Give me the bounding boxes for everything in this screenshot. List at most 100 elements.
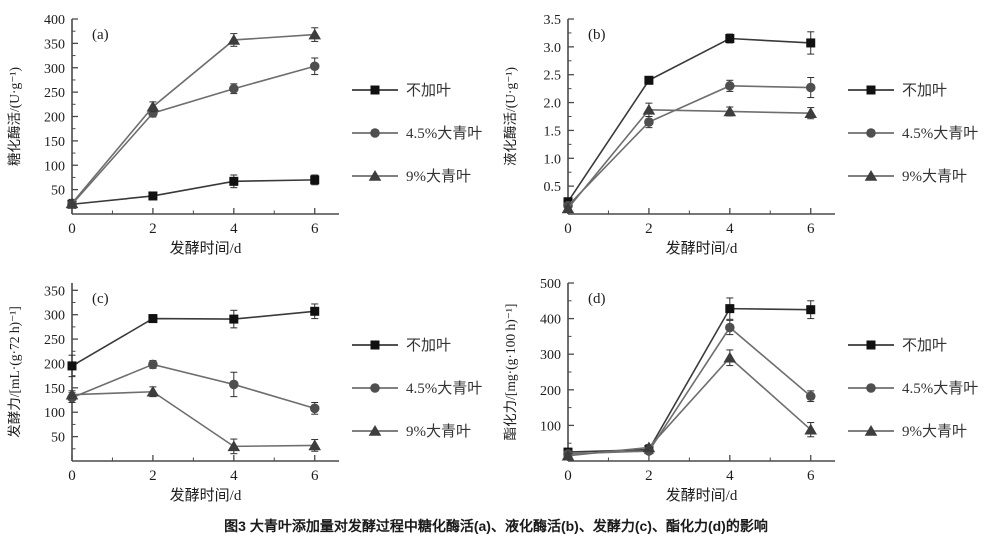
circle-marker-icon: [352, 382, 398, 393]
data-point-marker: [806, 304, 816, 314]
series-circle: [67, 57, 320, 210]
legend-item: 不加叶: [351, 334, 493, 355]
series-line: [567, 85, 811, 207]
panel-label: (a): [92, 27, 109, 43]
x-axis-title: 发酵时间/d: [666, 240, 738, 257]
y-axis-title: 发酵力/[mL·(g·72 h)⁻¹]: [7, 306, 22, 438]
data-point-marker: [146, 100, 160, 112]
data-point-marker: [805, 82, 816, 93]
data-point-marker: [309, 61, 320, 72]
series-line: [567, 109, 811, 209]
y-tick-label: 200: [540, 383, 561, 398]
y-tick-label: 200: [44, 357, 65, 372]
chart-c: 50 100 150 200 250 300 350 0 2 4 6 (c) 发酵力/[mL·(g·72…: [7, 282, 339, 504]
square-marker-icon: [866, 340, 876, 349]
y-tick-label: 3.5: [544, 13, 562, 28]
legend-label: 4.5%大青叶: [406, 126, 483, 142]
legend-item: 不加叶: [847, 334, 989, 355]
data-point-marker: [725, 34, 735, 43]
y-tick-label: 400: [540, 312, 561, 327]
square-marker-icon: [848, 85, 894, 94]
legend-item: 9%大青叶: [847, 420, 989, 441]
data-point-marker: [561, 449, 575, 460]
panel-label: (c): [92, 291, 109, 307]
triangle-marker-icon: [352, 424, 398, 436]
legend-label: 9%大青叶: [406, 424, 471, 440]
data-point-marker: [65, 388, 79, 399]
x-tick-label: 6: [807, 468, 815, 484]
y-axis-title: 液化酶活/(U·g⁻¹): [503, 67, 518, 166]
legend-item: 不加叶: [351, 79, 493, 100]
data-point-marker: [723, 351, 737, 363]
x-tick-label: 4: [726, 221, 734, 237]
legend-label: 不加叶: [902, 338, 948, 354]
legend-item: 4.5%大青叶: [351, 377, 493, 398]
triangle-marker-icon: [864, 424, 878, 436]
y-axis-title: 糖化酶活/(U·g⁻¹): [7, 67, 22, 166]
panel-b: 0.5 1.0 1.5 2.0 2.5 3.0 3.5 0 2 4 6 (b) 液化酶活/(U·g⁻¹)…: [496, 0, 992, 265]
series-circle: [563, 77, 816, 211]
series-square: [67, 302, 320, 377]
series-square: [67, 174, 320, 209]
square-marker-icon: [370, 340, 380, 349]
data-point-marker: [148, 313, 158, 323]
square-marker-icon: [370, 85, 380, 94]
series-line: [71, 390, 315, 447]
data-point-marker: [308, 28, 322, 40]
circle-marker-icon: [866, 382, 876, 393]
x-tick-label: 0: [564, 468, 572, 484]
data-point-marker: [725, 322, 735, 332]
y-tick-label: 350: [44, 37, 65, 52]
data-point-marker: [229, 176, 239, 186]
data-point-marker: [725, 303, 735, 313]
x-axis-title: 发酵时间/d: [170, 240, 242, 257]
y-tick-label: 50: [51, 184, 65, 199]
y-tick-label: 500: [540, 277, 561, 292]
legend-a: 不加叶 4.5%大青叶 9%大青叶: [351, 68, 493, 197]
data-point-marker: [642, 440, 656, 452]
series-line: [71, 65, 315, 205]
square-marker-icon: [352, 85, 398, 94]
triangle-marker-icon: [848, 169, 894, 181]
legend-label: 不加叶: [406, 338, 452, 354]
data-point-marker: [644, 75, 654, 85]
series-line: [71, 179, 315, 206]
data-point-marker: [806, 38, 816, 48]
series-circle: [67, 359, 320, 415]
series-triangle: [65, 27, 322, 209]
series-line: [567, 307, 811, 453]
data-point-marker: [227, 439, 241, 451]
y-tick-label: 2.5: [544, 69, 562, 84]
data-point-marker: [310, 306, 320, 316]
x-tick-label: 0: [68, 468, 76, 484]
legend-item: 4.5%大青叶: [847, 122, 989, 143]
data-point-marker: [146, 385, 160, 397]
circle-marker-icon: [848, 382, 894, 393]
x-tick-label: 0: [564, 221, 572, 237]
legend-label: 9%大青叶: [902, 424, 967, 440]
circle-marker-icon: [352, 127, 398, 138]
series-triangle: [65, 385, 322, 454]
legend-item: 不加叶: [847, 79, 989, 100]
legend-item: 4.5%大青叶: [351, 122, 493, 143]
y-tick-label: 300: [44, 62, 65, 77]
x-tick-label: 0: [68, 221, 76, 237]
axes: 50 100 150 200 250 300 350 400 0 2 4 6: [44, 13, 339, 237]
y-tick-label: 1.5: [544, 124, 562, 139]
triangle-marker-icon: [848, 424, 894, 436]
legend-label: 4.5%大青叶: [902, 126, 979, 142]
legend-b: 不加叶 4.5%大青叶 9%大青叶: [847, 68, 989, 197]
series-line: [567, 356, 812, 456]
y-axis-title: 酯化力/[mg·(g·100 h)⁻¹]: [503, 303, 518, 440]
series-line: [71, 33, 315, 204]
x-tick-label: 4: [230, 468, 238, 484]
series-line: [567, 37, 811, 203]
data-point-marker: [642, 103, 656, 115]
y-tick-label: 100: [44, 406, 65, 421]
panel-grid: 50 100 150 200 250 300 350 400 0 2 4 6 (a) 糖化酶活/(U·g⁻…: [7, 0, 992, 504]
data-point-marker: [65, 197, 79, 209]
panel-label: (b): [588, 27, 606, 43]
x-tick-label: 2: [645, 221, 653, 237]
triangle-marker-icon: [368, 424, 382, 436]
figure-caption: 图3 大青叶添加量对发酵过程中糖化酶活(a)、液化酶活(b)、发酵力(c)、酯化…: [224, 518, 768, 534]
